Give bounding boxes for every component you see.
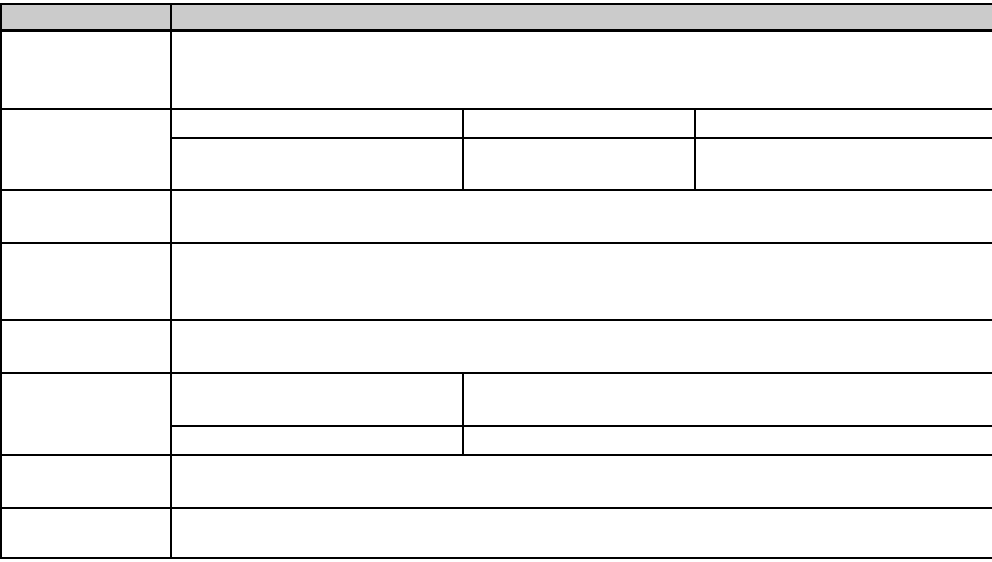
row-1-content-cell[interactable] <box>172 32 992 108</box>
row-6-grid-cell-r2c1[interactable] <box>172 427 462 454</box>
row-2-grid-cell-r2c3[interactable] <box>696 139 992 189</box>
table-bottom-border <box>0 557 992 559</box>
label-column-divider <box>170 3 172 559</box>
table-left-border <box>0 3 2 559</box>
header-bottom-border <box>0 29 992 32</box>
row-4-content-cell[interactable] <box>172 244 992 319</box>
row-8-label-cell[interactable] <box>2 509 170 556</box>
row-3-bottom-border <box>0 242 992 244</box>
row-4-bottom-border <box>0 319 992 321</box>
row-2-grid-cell-r1c3[interactable] <box>696 110 992 137</box>
row-6-subgrid-divider <box>170 425 992 427</box>
row-2-subgrid-divider <box>170 137 992 139</box>
row-4-label-cell[interactable] <box>2 244 170 319</box>
row-2-grid-cell-r1c1[interactable] <box>172 110 462 137</box>
row-2-column-divider-1 <box>462 108 464 191</box>
row-1-bottom-border <box>0 108 992 110</box>
row-7-content-cell[interactable] <box>172 456 992 506</box>
table-header-row <box>0 5 992 29</box>
header-label-cell[interactable] <box>2 5 170 29</box>
row-7-bottom-border <box>0 507 992 509</box>
row-3-label-cell[interactable] <box>2 191 170 242</box>
row-6-grid-cell-r1c1[interactable] <box>172 374 462 425</box>
header-content-cell[interactable] <box>172 5 992 29</box>
table-top-border <box>0 3 992 5</box>
row-6-grid-cell-r1c2[interactable] <box>464 374 992 425</box>
row-2-grid-cell-r2c2[interactable] <box>464 139 694 189</box>
row-1-label-cell[interactable] <box>2 32 170 108</box>
row-5-label-cell[interactable] <box>2 321 170 372</box>
row-5-content-cell[interactable] <box>172 321 992 372</box>
row-6-bottom-border <box>0 454 992 456</box>
row-2-label-cell[interactable] <box>2 110 170 189</box>
row-2-grid-cell-r2c1[interactable] <box>172 139 462 189</box>
row-6-label-cell[interactable] <box>2 374 170 454</box>
row-2-column-divider-2 <box>694 108 696 191</box>
row-7-label-cell[interactable] <box>2 456 170 506</box>
row-6-column-divider <box>462 372 464 456</box>
row-2-grid-cell-r1c2[interactable] <box>464 110 694 137</box>
row-8-content-cell[interactable] <box>172 509 992 556</box>
row-6-grid-cell-r2c2[interactable] <box>464 427 992 454</box>
row-3-content-cell[interactable] <box>172 191 992 242</box>
row-5-bottom-border <box>0 372 992 374</box>
row-2-bottom-border <box>0 189 992 191</box>
